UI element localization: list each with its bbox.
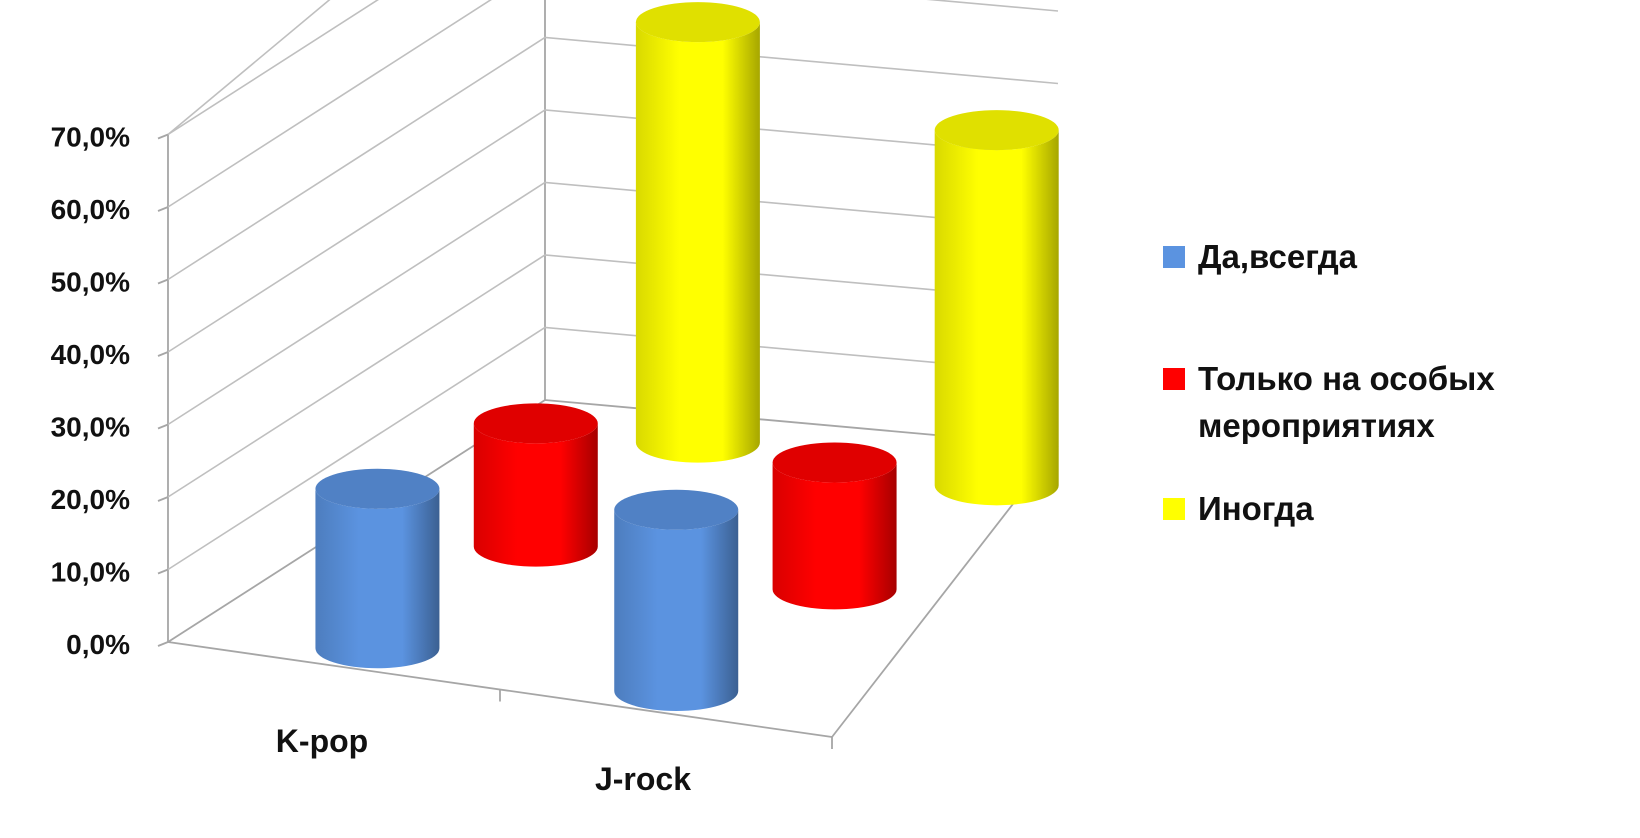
cylinder-top <box>614 489 739 530</box>
legend-swatch <box>1163 246 1185 268</box>
gridline <box>167 254 1059 498</box>
gridline <box>167 0 380 136</box>
cylinder-body <box>315 488 440 669</box>
legend-label: Да,всегда <box>1198 238 1358 275</box>
cylinder-top <box>473 403 598 444</box>
bar-kpop-series-2 <box>635 2 760 463</box>
y-tick-mark <box>157 351 169 357</box>
chart-walls <box>167 0 1059 738</box>
gridline <box>167 181 1059 426</box>
cylinder-body <box>934 130 1059 506</box>
y-tick-mark <box>157 568 169 575</box>
legend-item: Только на особых мероприятиях <box>1163 360 1495 444</box>
legend-label: мероприятиях <box>1198 407 1435 444</box>
legend-label: Только на особых <box>1198 360 1495 397</box>
x-category-label: K-pop <box>276 723 368 759</box>
gridline <box>167 326 1059 571</box>
bar-kpop-series-1 <box>473 403 598 567</box>
y-tick-label: 0,0% <box>66 629 130 660</box>
y-tick-mark <box>157 206 169 212</box>
legend-swatch <box>1163 368 1185 390</box>
legend-item: Иногда <box>1163 490 1314 527</box>
legend-item: Да,всегда <box>1163 238 1358 275</box>
y-tick-mark <box>157 278 169 285</box>
cylinder-top <box>315 468 440 509</box>
x-axis-categories: K-pop J-rock <box>276 689 833 797</box>
bar-jrock-series-2 <box>934 110 1059 506</box>
bars <box>315 2 1059 712</box>
gridlines <box>167 0 1059 643</box>
cylinder-body <box>635 22 760 463</box>
y-tick-mark <box>157 133 169 140</box>
y-tick-label: 70,0% <box>51 122 130 153</box>
cylinder-top <box>635 2 760 43</box>
y-tick-label: 30,0% <box>51 412 130 443</box>
top-side-edge <box>167 0 331 136</box>
legend-swatch <box>1163 498 1185 520</box>
y-tick-mark <box>157 641 169 647</box>
y-tick-label: 50,0% <box>51 267 130 298</box>
gridline <box>167 0 1059 208</box>
cylinder-body <box>614 509 739 712</box>
cylinder-body <box>772 462 897 610</box>
y-tick-label: 60,0% <box>51 194 130 225</box>
cylinder-body <box>473 423 598 567</box>
bar-kpop-series-0 <box>315 468 440 669</box>
y-axis-ticks: 0,0% 10,0% 20,0% 30,0% 40,0% 50,0% 60,0% 70,0% <box>51 122 169 660</box>
y-tick-mark <box>157 423 169 430</box>
cylinder-top <box>934 110 1059 151</box>
bar-jrock-series-0 <box>614 489 739 712</box>
y-tick-mark <box>157 496 169 502</box>
gridline <box>167 399 1059 643</box>
cylinder-top <box>772 442 897 483</box>
gridline <box>167 36 1059 281</box>
legend-label: Иногда <box>1198 490 1314 527</box>
y-tick-label: 10,0% <box>51 557 130 588</box>
x-category-label: J-rock <box>595 761 691 797</box>
legend: Да,всегда Только на особых мероприятиях Ино… <box>1163 238 1495 527</box>
y-tick-label: 20,0% <box>51 484 130 515</box>
y-tick-label: 40,0% <box>51 339 130 370</box>
gridline <box>167 109 1059 353</box>
bar-jrock-series-1 <box>772 442 897 610</box>
